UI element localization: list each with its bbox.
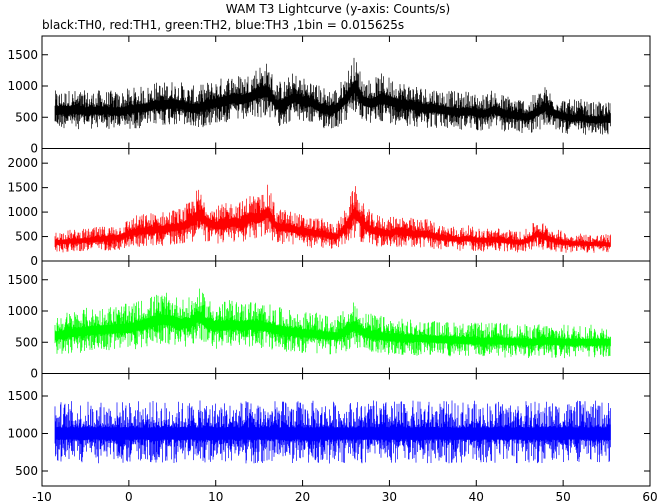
y-tick-label: 1000 [7,79,38,93]
panels-group: 0500100015000500100015002000050010001500… [7,35,651,487]
x-axis: -10 0 10 20 30 40 50 60 [32,490,657,504]
x-tick-label: 0 [125,490,133,504]
y-tick-label: 0 [30,254,38,268]
x-tick-label: 50 [556,490,571,504]
panel-frame [41,260,651,374]
series-line-th3 [54,400,611,464]
y-tick-label: 1500 [7,181,38,195]
panel-th2: 0 500 1000 1500 [7,260,651,381]
x-tick-label: 60 [642,490,657,504]
chart-subtitle: black:TH0, red:TH1, green:TH2, blue:TH3 … [42,18,404,32]
series-line-th1 [54,184,611,253]
x-tick-label: -10 [32,490,52,504]
series-line-th2 [54,288,611,359]
y-tick-label: 2000 [7,156,38,170]
y-tick-label: 0 [30,142,38,156]
panel-th1: 0 500 1000 1500 2000 [7,148,651,268]
panel-th0: 0 500 1000 1500 [7,35,651,156]
y-tick-label: 1000 [7,205,38,219]
y-tick-label: 1000 [7,304,38,318]
series-line-th0 [54,57,611,135]
y-tick-label: 1500 [7,273,38,287]
x-tick-label: 30 [382,490,397,504]
y-tick-label: 500 [15,335,38,349]
y-tick-label: 500 [15,464,38,478]
y-tick-label: 1500 [7,48,38,62]
y-tick-label: 1000 [7,427,38,441]
y-tick-label: 0 [30,367,38,381]
y-tick-label: 500 [15,110,38,124]
panel-frame [41,373,651,487]
x-tick-label: 20 [295,490,310,504]
x-tick-label: 10 [208,490,223,504]
x-tick-label: 40 [469,490,484,504]
y-tick-label: 1500 [7,389,38,403]
panel-th3: 500 1000 1500 [7,373,651,487]
y-tick-label: 500 [15,230,38,244]
chart-title: WAM T3 Lightcurve (y-axis: Counts/s) [226,2,450,16]
